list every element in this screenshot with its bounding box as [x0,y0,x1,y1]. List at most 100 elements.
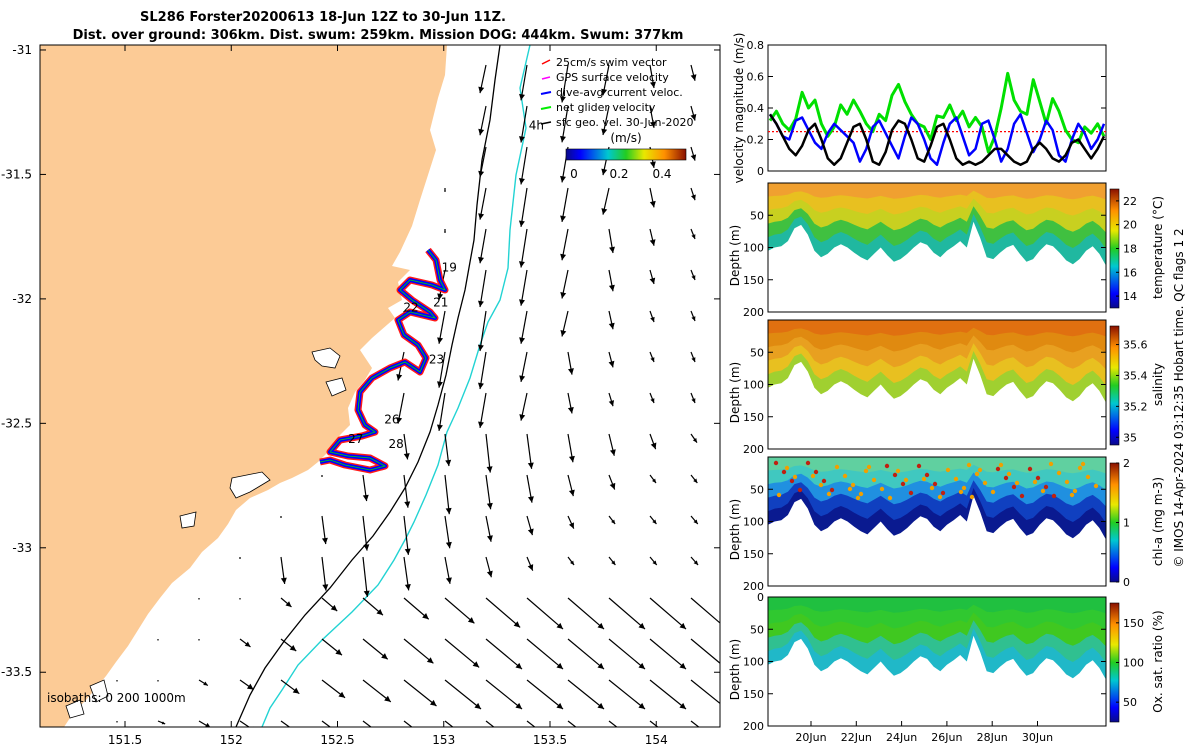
velocity-arrow [690,105,697,121]
colorbar-tick-label: 14 [1123,290,1137,303]
velocity-arrow [560,187,569,222]
chl-sample-dot [990,489,996,495]
chl-sample-dot [847,486,853,492]
velocity-arrow [567,679,605,710]
day-label: 21 [433,295,448,309]
chl-sample-dot [805,460,811,466]
section-colorbar-label: chl-a (mg m-3) [1151,477,1165,566]
section-y-tick-label: 100 [743,379,764,392]
section-y-tick-label: 50 [750,346,764,359]
velocity-arrow [567,474,575,497]
colorbar-tick-label: 1 [1123,517,1130,530]
time-scale-label: 4h [529,119,544,133]
chl-sample-dot [789,478,795,484]
section-y-tick-label: 100 [743,516,764,529]
velocity-arrow [362,720,372,727]
section-y-tick-label: 50 [750,483,764,496]
estuaries [65,347,347,719]
velocity-arrow [608,638,646,670]
credit-note: © IMOS 14-Apr-2024 03:12:35 Hobart time.… [1172,228,1186,567]
velocity-y-axis: 0 0.2 0.4 0.6 0.8 [747,39,1106,178]
velocity-arrow [444,638,480,668]
isobath-1000m [261,45,531,727]
velocity-arrow [403,515,411,555]
chl-sample-dot [940,490,946,496]
colorbar-tick: 0.2 [609,167,628,181]
velocity-arrow [518,146,528,185]
chl-sample-dot [1069,492,1075,498]
chl-sample-dot [998,462,1004,468]
chl-sample-dot [995,466,1001,472]
chl-sample-dot [855,495,861,501]
chl-sample-dot [866,464,872,470]
velocity-series-line [768,113,1106,166]
map-y-tick-label: -32 [12,292,32,306]
section-y-tick-label: 200 [743,580,764,593]
velocity-arrow [485,597,521,628]
velocity-arrow [690,146,697,161]
section-y-tick-label: 50 [750,623,764,636]
chl-sample-dot [879,486,885,492]
velocity-arrow [690,310,696,322]
chl-sample-dot [958,489,964,495]
section-colorbar-label: Ox. sat. ratio (%) [1151,610,1165,712]
colorbar-tick-label: 35.4 [1123,369,1148,382]
chl-sample-dot [784,465,790,471]
velocity-arrow [321,515,328,545]
velocity-arrow [690,64,697,81]
velocity-arrow [690,679,720,705]
section-y-tick-label: 200 [743,720,764,733]
velocity-arrow [560,228,569,261]
velocity-arrow [485,556,493,578]
velocity-arrow [519,105,528,143]
velocity-arrow [560,310,569,337]
chl-sample-dot [826,491,832,497]
day-label: 23 [429,353,444,367]
section-colorbar-label: salinity [1151,363,1165,406]
colorbar-tick: 0.4 [652,167,671,181]
velocity-arrow [116,721,118,723]
velocity-y-tick-label: 0.4 [747,102,765,115]
velocity-arrow [157,680,159,682]
time-tick-label: 26Jun [931,731,962,744]
section-layer [768,183,1106,200]
chl-sample-dot [969,494,975,500]
section-ylabel: Depth (m) [728,362,742,423]
velocity-arrow [403,720,413,727]
section-layer [768,597,1106,614]
chl-sample-dot [895,468,901,474]
velocity-y-tick-label: 0.8 [747,39,765,52]
velocity-arrow [280,679,300,695]
legend-entry-net-glider-velocity: net glider velocity [540,101,656,114]
chl-sample-dot [1048,461,1054,467]
velocity-arrow [526,474,534,503]
map-x-tick-label: 152.5 [320,733,354,747]
chl-sample-dot [929,485,935,491]
chl-sample-dot [1027,466,1033,472]
velocity-arrow [280,597,292,608]
velocity-arrow [444,597,475,624]
velocity-arrow [608,720,618,727]
section-colorbar-label: temperature (°C) [1151,196,1165,299]
velocity-arrow [485,515,493,542]
chl-sample-dot [834,464,840,470]
velocity-arrow [280,720,291,727]
section-layer [768,457,1106,474]
velocity-arrow [362,556,370,597]
velocity-arrow [362,638,389,660]
velocity-arrow [526,556,534,571]
map-frame [39,44,721,728]
velocity-arrow [690,515,699,525]
velocity-arrow [403,638,434,664]
section-ylabel: Depth (m) [728,639,742,700]
chl-sample-dot [908,490,914,496]
chl-sample-dot [903,477,909,483]
map-x-tick-label: 152 [220,733,243,747]
velocity-arrow [518,187,528,227]
map-y-tick-label: -33 [12,541,32,555]
colorbar-tick-label: 22 [1123,195,1137,208]
time-tick-label: 30Jun [1022,731,1053,744]
velocity-arrow [478,64,487,94]
chl-sample-dot [1032,479,1038,485]
velocity-arrow [280,516,282,518]
